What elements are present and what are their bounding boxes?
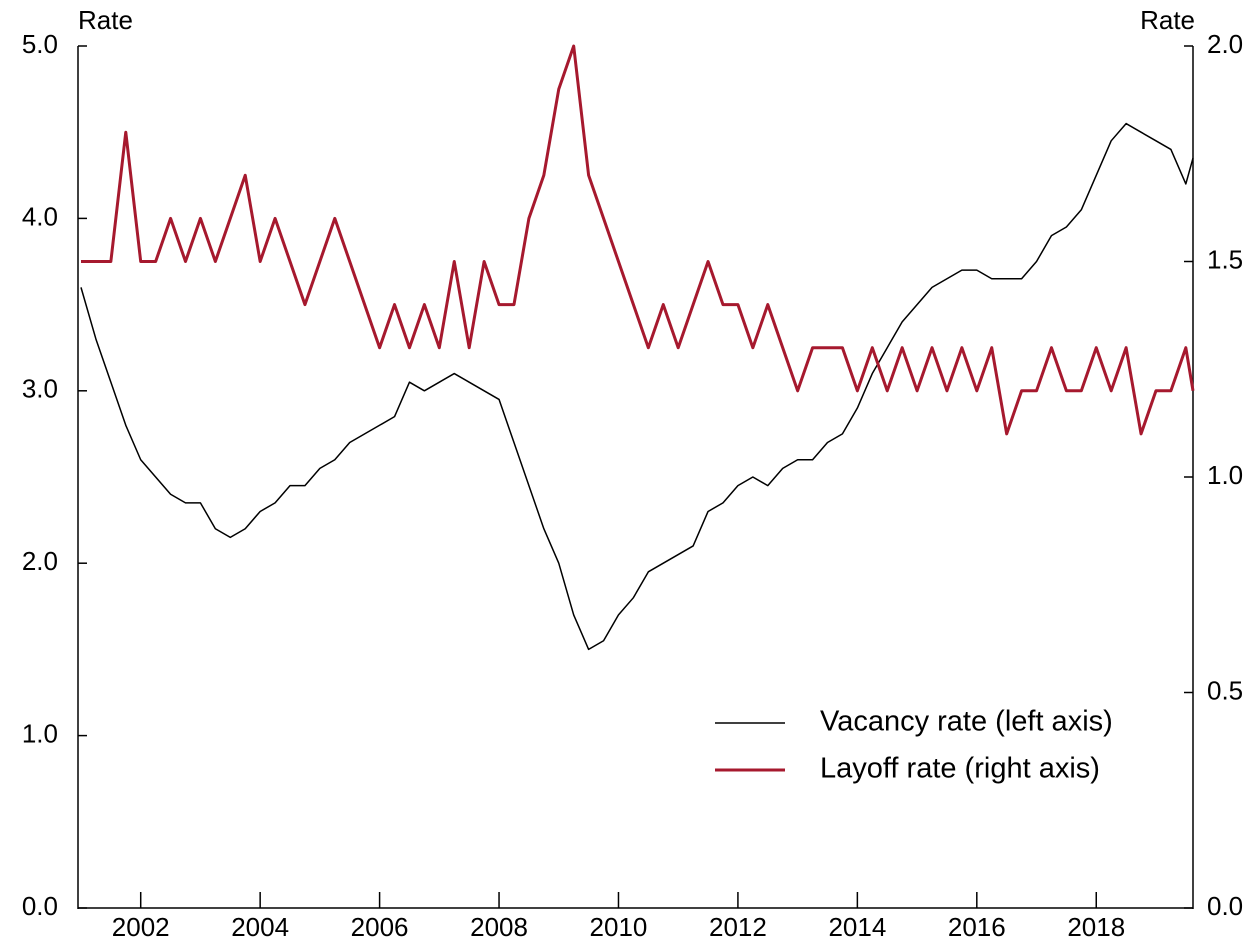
y2-tick-label: 2.0 bbox=[1207, 29, 1243, 59]
y2-axis-label: Rate bbox=[1140, 5, 1195, 35]
x-tick-label: 2002 bbox=[112, 912, 170, 942]
y-tick-label: 0.0 bbox=[22, 891, 58, 921]
x-tick-label: 2018 bbox=[1067, 912, 1125, 942]
y-tick-label: 4.0 bbox=[22, 201, 58, 231]
legend-label: Vacancy rate (left axis) bbox=[820, 706, 1113, 738]
legend-label: Layoff rate (right axis) bbox=[820, 753, 1100, 785]
y-tick-label: 1.0 bbox=[22, 718, 58, 748]
y-tick-label: 3.0 bbox=[22, 374, 58, 404]
y2-tick-label: 0.5 bbox=[1207, 675, 1243, 705]
y-tick-label: 2.0 bbox=[22, 546, 58, 576]
series-line bbox=[80, 44, 1195, 436]
x-tick-label: 2010 bbox=[590, 912, 648, 942]
x-tick-label: 2006 bbox=[351, 912, 409, 942]
x-tick-label: 2004 bbox=[231, 912, 289, 942]
y-axis-label: Rate bbox=[78, 5, 133, 35]
series-line bbox=[80, 122, 1194, 651]
x-tick-label: 2016 bbox=[948, 912, 1006, 942]
y2-tick-label: 0.0 bbox=[1207, 891, 1243, 921]
x-tick-label: 2014 bbox=[828, 912, 886, 942]
y-tick-label: 5.0 bbox=[22, 29, 58, 59]
x-tick-label: 2012 bbox=[709, 912, 767, 942]
y2-tick-label: 1.5 bbox=[1207, 244, 1243, 274]
x-tick-label: 2008 bbox=[470, 912, 528, 942]
y2-tick-label: 1.0 bbox=[1207, 460, 1243, 490]
